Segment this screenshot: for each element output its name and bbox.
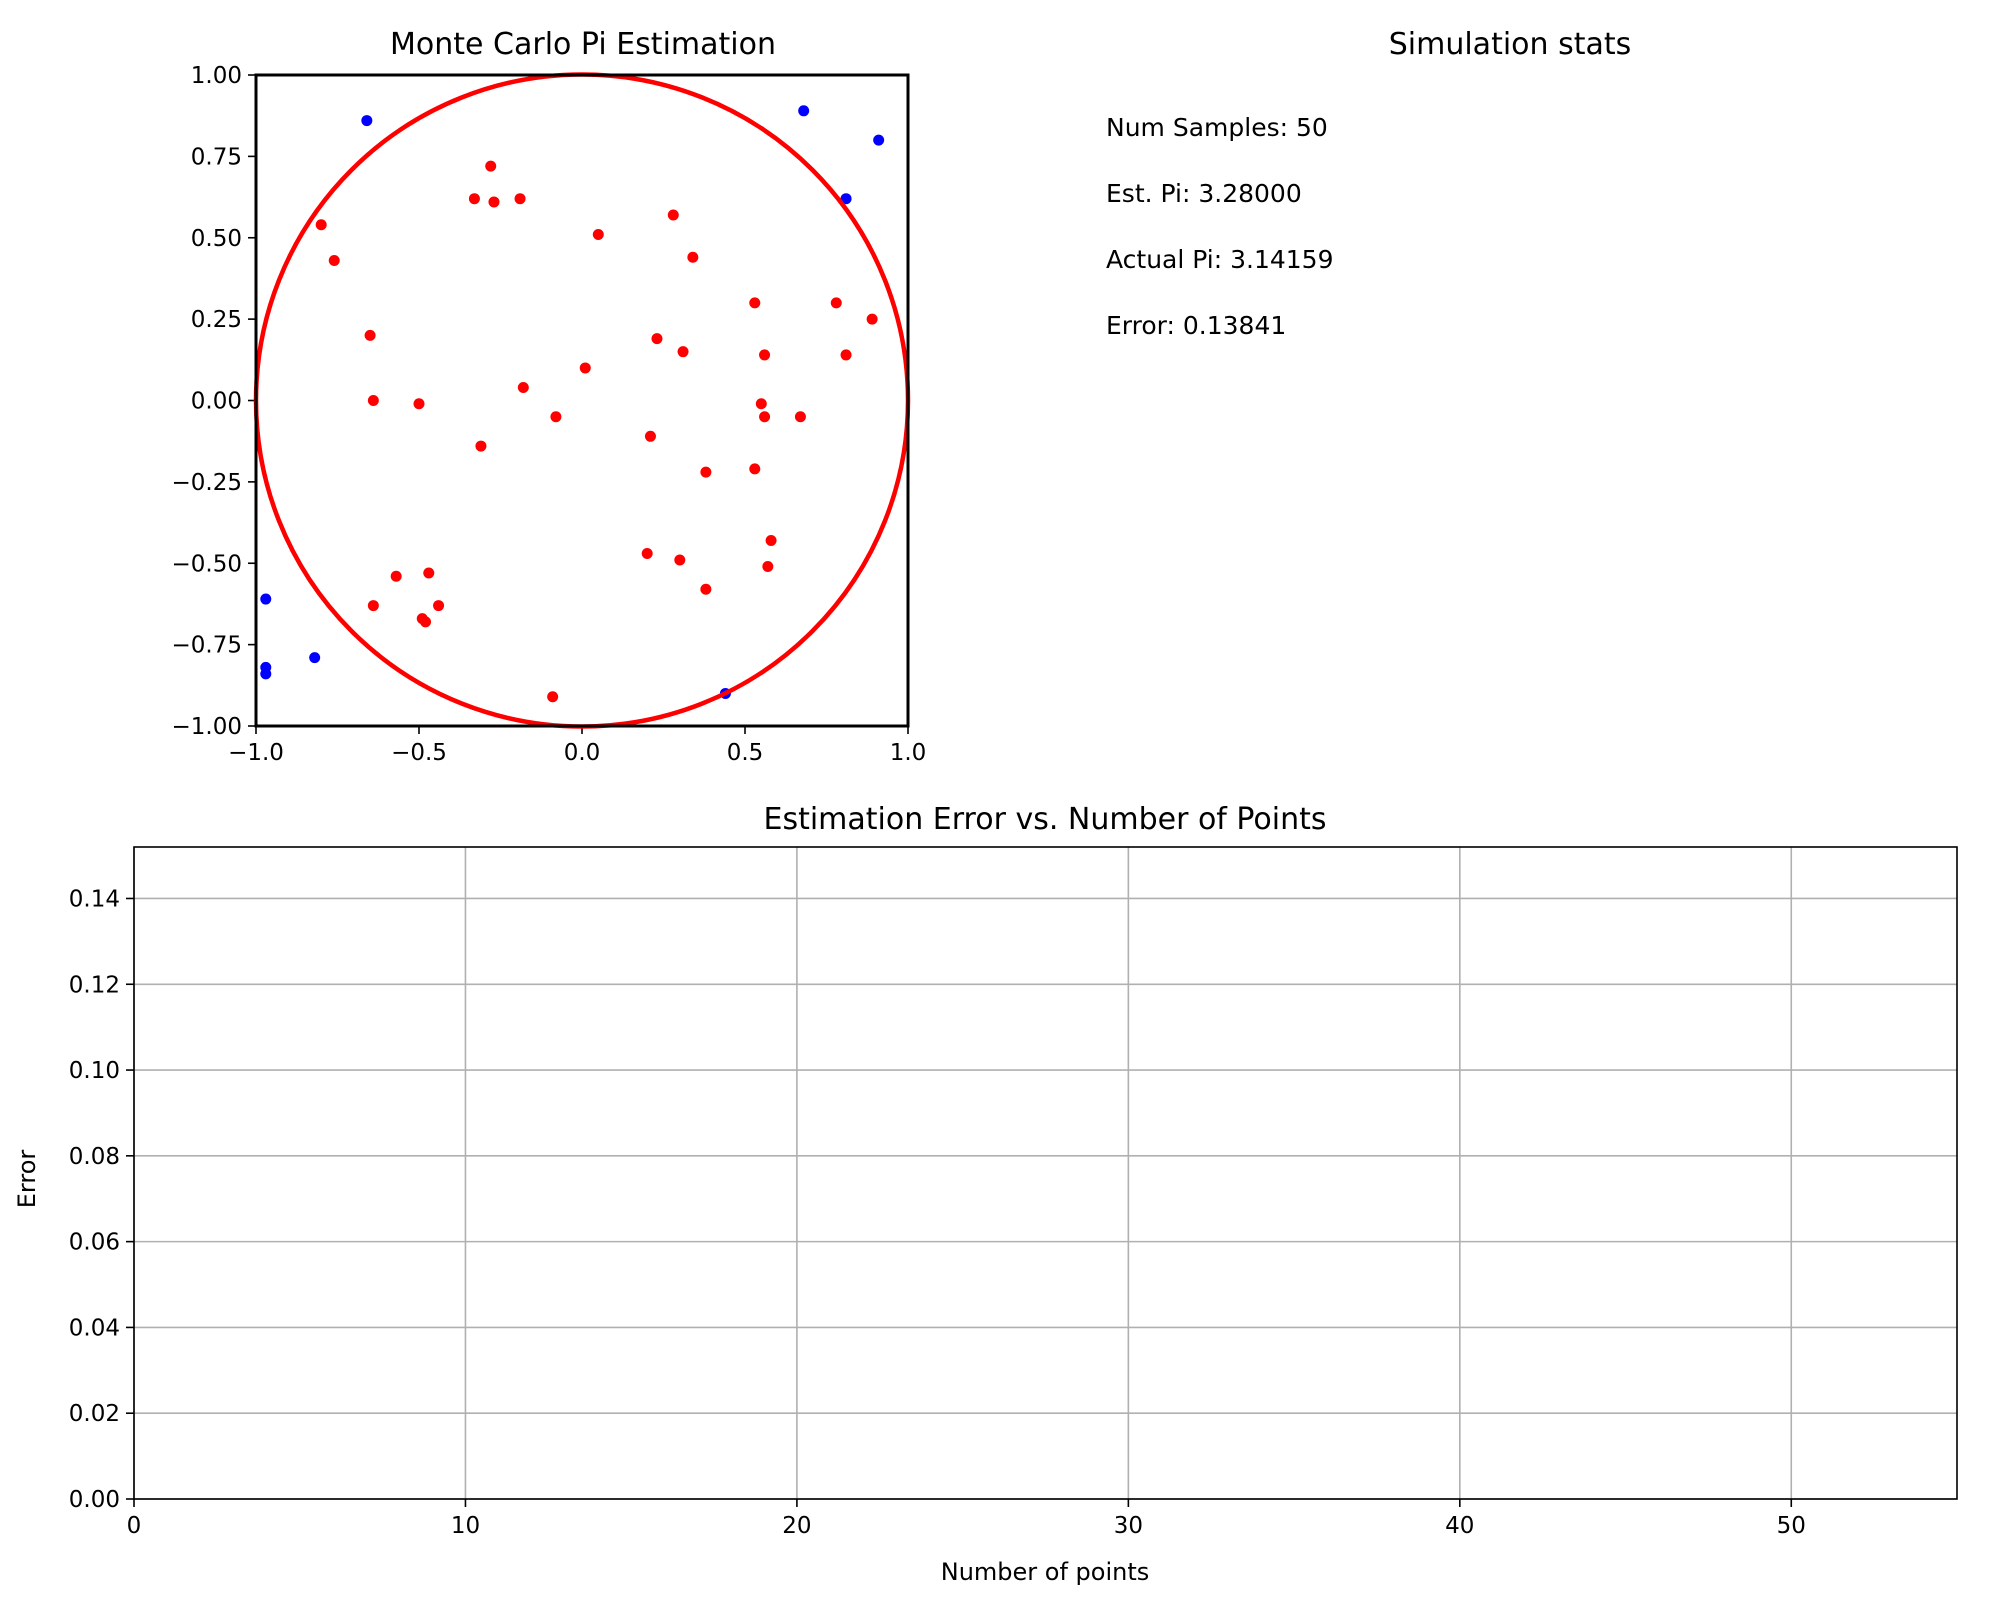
error-ytick-label: 0.04	[69, 1315, 120, 1341]
inside-point	[517, 381, 529, 393]
error-xtick-label: 30	[1114, 1513, 1143, 1539]
outside-point	[309, 652, 321, 664]
inside-point	[759, 349, 771, 361]
inside-point	[755, 398, 767, 410]
inside-point	[762, 561, 774, 573]
inside-point	[667, 209, 679, 221]
error-ytick-label: 0.02	[69, 1401, 120, 1427]
inside-point	[749, 297, 761, 309]
error-ytick-label: 0.14	[69, 886, 120, 912]
inside-point	[651, 333, 663, 345]
scatter-ytick-label: 0.75	[191, 144, 242, 170]
inside-point	[420, 616, 432, 628]
inside-point	[765, 534, 777, 546]
stat-error: Error: 0.13841	[1106, 311, 1286, 340]
error-axes-frame	[133, 846, 1958, 1500]
error-grid	[133, 847, 1957, 1500]
inside-point	[433, 600, 445, 612]
scatter-panel: Monte Carlo Pi Estimation −1.0 −0.5 0.0 0.5…	[172, 27, 927, 766]
inside-point	[749, 463, 761, 475]
error-xtick-label: 10	[451, 1513, 480, 1539]
error-ytick-label: 0.12	[69, 972, 120, 998]
scatter-ytick-label: −0.25	[172, 470, 242, 496]
scatter-xtick-label: −0.5	[391, 740, 447, 766]
scatter-points	[260, 105, 885, 703]
inside-point	[700, 583, 712, 595]
outside-point	[260, 668, 272, 680]
error-xtick-label: 0	[127, 1513, 142, 1539]
inside-point	[592, 228, 604, 240]
inside-point	[364, 329, 376, 341]
scatter-ytick-label: −0.75	[172, 633, 242, 659]
stats-title: Simulation stats	[1389, 27, 1632, 62]
inside-point	[423, 567, 435, 579]
scatter-ytick-label: 0.00	[191, 389, 242, 415]
inside-point	[315, 219, 327, 231]
inside-point	[328, 255, 340, 267]
scatter-title: Monte Carlo Pi Estimation	[390, 27, 776, 62]
stat-est-pi: Est. Pi: 3.28000	[1106, 179, 1302, 208]
inside-point	[547, 691, 559, 703]
scatter-ytick-label: 0.50	[191, 226, 242, 252]
error-xtick-label: 40	[1445, 1513, 1474, 1539]
error-ylabel: Error	[13, 1150, 41, 1209]
inside-point	[830, 297, 842, 309]
error-ytick-label: 0.00	[69, 1487, 120, 1513]
inside-point	[475, 440, 487, 452]
inside-point	[700, 466, 712, 478]
error-xtick-label: 20	[782, 1513, 811, 1539]
inside-point	[468, 193, 480, 205]
inside-point	[644, 430, 656, 442]
error-xlabel: Number of points	[941, 1558, 1150, 1586]
inside-point	[579, 362, 591, 374]
scatter-xtick-label: −1.0	[228, 740, 284, 766]
inside-point	[485, 160, 497, 172]
inside-point	[550, 411, 562, 423]
stat-actual-pi: Actual Pi: 3.14159	[1106, 245, 1334, 274]
unit-circle	[253, 72, 911, 729]
inside-point	[390, 570, 402, 582]
inside-point	[367, 395, 379, 406]
outside-point	[798, 105, 810, 117]
inside-point	[794, 411, 806, 423]
inside-point	[674, 554, 686, 566]
scatter-ytick-label: −1.00	[172, 714, 242, 740]
error-xtick-label: 50	[1777, 1513, 1806, 1539]
scatter-ytick-label: 0.25	[191, 307, 242, 333]
inside-point	[677, 346, 689, 358]
scatter-xtick-label: 1.0	[890, 740, 927, 766]
outside-point	[260, 593, 272, 605]
inside-point	[759, 411, 771, 423]
inside-point	[367, 600, 379, 612]
error-panel: Estimation Error vs. Number of Points 0 1…	[13, 802, 1958, 1586]
outside-point	[361, 115, 373, 127]
error-ytick-label: 0.10	[69, 1058, 120, 1084]
error-ticks: 0 10 20 30 40 50 0.00 0.02 0.04 0.06 0.08 0.10 0.12 0…	[69, 886, 1806, 1539]
inside-point	[413, 398, 425, 410]
outside-point	[873, 134, 885, 146]
inside-point	[840, 349, 852, 361]
error-ytick-label: 0.08	[69, 1144, 120, 1170]
scatter-ytick-label: −0.50	[172, 551, 242, 577]
scatter-ticks: −1.0 −0.5 0.0 0.5 1.0 1.00 0.75 0.50 0.25 0.00 −0.…	[172, 63, 927, 766]
outside-point	[840, 193, 852, 205]
stats-panel: Simulation stats Num Samples: 50 Est. Pi…	[1106, 27, 1631, 340]
inside-point	[866, 313, 878, 325]
error-title: Estimation Error vs. Number of Points	[763, 802, 1326, 837]
scatter-axes-frame	[254, 73, 910, 728]
scatter-xtick-label: 0.5	[727, 740, 764, 766]
scatter-xtick-label: 0.0	[564, 740, 601, 766]
inside-point	[514, 193, 526, 205]
error-ytick-label: 0.06	[69, 1230, 120, 1256]
stat-num-samples: Num Samples: 50	[1106, 113, 1328, 142]
inside-point	[488, 196, 500, 208]
scatter-ytick-label: 1.00	[191, 63, 242, 89]
inside-point	[641, 547, 653, 559]
inside-point	[687, 251, 699, 263]
